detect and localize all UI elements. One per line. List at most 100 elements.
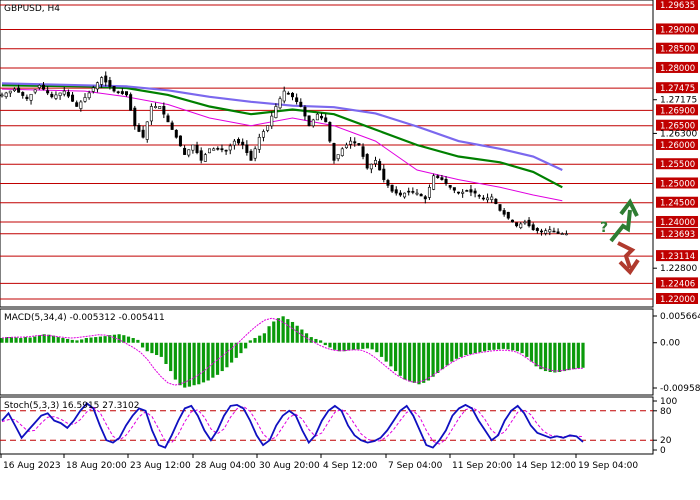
macd-bar — [557, 342, 562, 373]
candle-body — [129, 94, 133, 111]
stoch-lines — [1, 402, 584, 449]
stoch-title: Stoch(5,3,3) 16.5915 27.3102 — [4, 401, 139, 411]
candle-body — [336, 154, 340, 160]
candle-body — [320, 115, 324, 119]
candle-body — [382, 168, 386, 180]
macd-bar — [89, 337, 93, 343]
candle-body — [54, 94, 58, 99]
candle-body — [498, 204, 502, 211]
candle-body — [386, 180, 390, 186]
candle-body — [481, 197, 485, 200]
candle-body — [50, 93, 54, 98]
macd-bar — [65, 338, 70, 343]
price-level-label: 1.29000 — [660, 25, 695, 35]
candle-body — [249, 150, 253, 161]
candle-body — [270, 115, 274, 127]
price-level-tag — [656, 250, 698, 262]
stoch-panel — [0, 396, 654, 455]
macd-bar — [178, 342, 182, 386]
macd-bar — [103, 336, 107, 343]
candle-body — [199, 150, 203, 161]
candle-body — [349, 140, 353, 145]
macd-bar — [417, 342, 421, 385]
time-label: 30 Aug 20:00 — [259, 461, 320, 471]
macd-bar — [501, 342, 505, 349]
price-level-tag — [656, 215, 698, 227]
time-label: 19 Sep 04:00 — [578, 461, 638, 471]
macd-tick-label: 0.005664 — [660, 312, 700, 322]
candle-body — [469, 189, 473, 193]
macd-bar — [37, 335, 42, 343]
macd-bar — [328, 342, 332, 348]
price-level-tag — [656, 177, 698, 189]
price-tick-label: 1.26300 — [660, 129, 697, 139]
candle-body — [494, 198, 498, 204]
price-level-label: 1.22406 — [660, 279, 695, 289]
candle-body — [183, 147, 187, 155]
candle-body — [444, 178, 448, 184]
macd-bar — [117, 334, 121, 343]
candle-body — [25, 96, 29, 100]
candle-body — [506, 211, 510, 219]
candle-body — [104, 75, 108, 83]
candle-body — [552, 230, 556, 233]
candle-body — [237, 139, 241, 144]
price-level-label: 1.26500 — [660, 122, 695, 132]
candle-body — [8, 90, 12, 94]
price-level-label: 1.24000 — [660, 218, 695, 228]
macd-bar — [169, 342, 173, 372]
macd-bar — [183, 342, 187, 388]
price-panel — [0, 0, 654, 308]
candle-body — [456, 191, 460, 194]
candle-body — [365, 154, 369, 169]
price-level-label: 1.27475 — [660, 84, 695, 94]
candle-body — [158, 106, 162, 109]
candle-body — [328, 122, 332, 142]
macd-bar — [529, 342, 534, 362]
stoch-tick-label: 20 — [660, 436, 672, 446]
macd-bar — [112, 334, 117, 343]
macd-bar — [159, 342, 163, 357]
macd-bar — [51, 335, 56, 343]
down-arrow-head — [618, 258, 640, 276]
macd-bar — [454, 342, 459, 359]
candle-body — [178, 135, 182, 147]
candle-body — [394, 189, 398, 194]
macd-bar — [98, 336, 102, 343]
macd-bar — [450, 342, 454, 362]
candle-body — [315, 113, 319, 121]
candle-body — [415, 192, 419, 195]
macd-bar — [80, 339, 84, 343]
macd-bar — [267, 326, 271, 343]
time-label: 7 Sep 04:00 — [388, 461, 443, 471]
candle-body — [62, 90, 66, 95]
candle-body — [4, 92, 8, 97]
candle-body — [137, 125, 141, 132]
price-level-label: 1.25000 — [660, 179, 695, 189]
macd-bar — [337, 342, 341, 352]
macd-bar — [75, 340, 79, 343]
macd-bar — [262, 333, 266, 343]
time-label: 14 Sep 12:00 — [516, 461, 576, 471]
candle-body — [448, 185, 452, 188]
macd-bar — [286, 319, 290, 343]
macd-bar — [408, 342, 412, 382]
candle-body — [83, 97, 87, 102]
macd-bar — [333, 342, 337, 350]
price-level-label: 1.26900 — [660, 106, 695, 116]
stoch-main-line — [1, 402, 584, 449]
macd-bar — [28, 337, 32, 343]
candle-body — [212, 148, 216, 151]
macd-bar — [206, 342, 210, 381]
macd-bar — [361, 342, 365, 349]
macd-bar — [145, 342, 149, 352]
macd-bar — [473, 342, 477, 354]
candle-body — [510, 219, 514, 223]
macd-bar — [464, 342, 468, 356]
macd-bar — [295, 325, 299, 343]
macd-bar — [14, 337, 18, 343]
candle-body — [87, 92, 91, 99]
macd-bar — [0, 338, 4, 343]
